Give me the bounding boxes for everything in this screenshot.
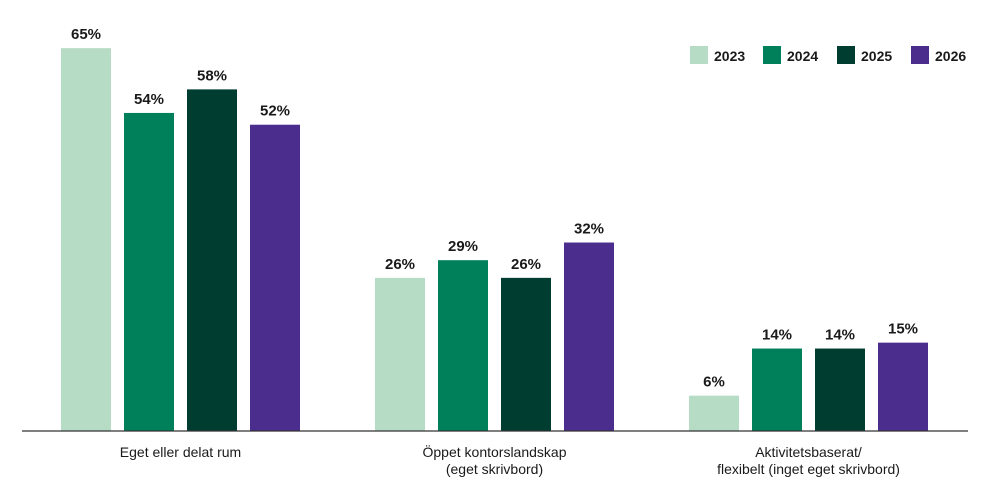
value-label-2025-cat1: 58%	[197, 67, 227, 84]
legend-swatch-2023	[690, 46, 708, 64]
legend-swatch-2024	[763, 46, 781, 64]
value-label-2023-cat3: 6%	[703, 374, 725, 391]
category-label-3-line-2: flexibelt (inget eget skrivbord)	[717, 461, 900, 477]
bar-2026-cat2	[564, 242, 614, 431]
bar-2024-cat1	[124, 112, 174, 431]
bar-2023-cat1	[61, 48, 111, 432]
bar-2026-cat3	[878, 342, 928, 431]
value-label-2023-cat2: 26%	[385, 256, 415, 273]
category-label-1-line-1: Eget eller delat rum	[120, 444, 241, 460]
bar-2023-cat3	[689, 395, 739, 431]
bar-2025-cat3	[815, 348, 865, 431]
value-label-2026-cat3: 15%	[888, 321, 918, 338]
value-label-2024-cat3: 14%	[762, 327, 792, 344]
category-label-2-line-2: (eget skrivbord)	[446, 461, 543, 477]
value-label-2023-cat1: 65%	[71, 26, 101, 43]
bar-2023-cat2	[375, 277, 425, 431]
category-label-3-line-1: Aktivitetsbaserat/	[755, 444, 862, 460]
value-label-2026-cat2: 32%	[574, 221, 604, 238]
category-label-2-line-1: Öppet kontorslandskap	[423, 443, 567, 460]
legend-label-2026: 2026	[935, 48, 966, 64]
value-label-2025-cat2: 26%	[511, 256, 541, 273]
value-labels-layer: 65% 26% 6% 54% 29% 14% 58% 26% 14% 52% 32% 15%	[71, 26, 918, 391]
bars-layer	[61, 48, 928, 432]
legend-label-2025: 2025	[861, 48, 892, 64]
bar-2025-cat2	[501, 277, 551, 431]
value-label-2024-cat1: 54%	[134, 91, 164, 108]
category-labels-layer: Eget eller delat rum Öppet kontorslandska…	[120, 443, 900, 477]
legend-swatch-2025	[837, 46, 855, 64]
bar-2026-cat1	[250, 124, 300, 431]
legend: 2023 2024 2025 2026	[690, 46, 966, 64]
legend-swatch-2026	[911, 46, 929, 64]
bar-2024-cat3	[752, 348, 802, 431]
value-label-2026-cat1: 52%	[260, 103, 290, 120]
value-label-2024-cat2: 29%	[448, 238, 478, 255]
value-label-2025-cat3: 14%	[825, 327, 855, 344]
legend-label-2024: 2024	[787, 48, 818, 64]
bar-2025-cat1	[187, 89, 237, 431]
bar-2024-cat2	[438, 260, 488, 431]
legend-label-2023: 2023	[714, 48, 745, 64]
